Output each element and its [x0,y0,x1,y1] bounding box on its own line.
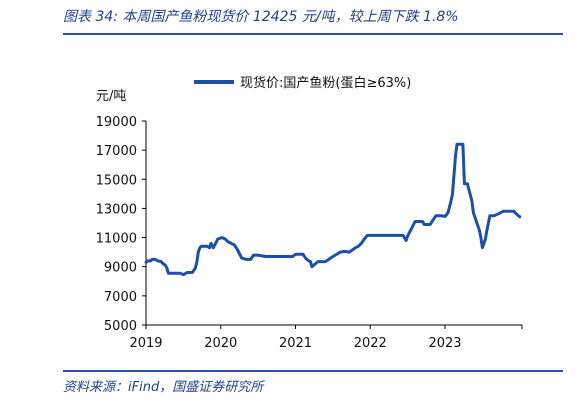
chart-caption: 图表 34: 本周国产鱼粉现货价 12425 元/吨，较上周下跌 1.8% [63,9,459,25]
y-tick-label: 9000 [104,261,137,276]
y-tick-label: 7000 [104,290,137,305]
legend-label: 现货价:国产鱼粉(蛋白≥63%) [240,76,412,91]
y-tick-label: 5000 [104,319,137,334]
y-axis-ticks: 5000 7000 9000 11000 13000 15000 17000 19000 [96,115,146,334]
series-group [144,142,522,277]
y-axis-unit: 元/吨 [96,89,127,104]
y-tick-label: 13000 [96,202,137,217]
legend: 现货价:国产鱼粉(蛋白≥63%) [194,72,411,91]
y-tick-label: 11000 [96,232,137,247]
x-tick-label: 2019 [129,336,162,351]
source-note: 资料来源：iFind，国盛证券研究所 [63,380,264,395]
x-axis-ticks: 2019 2020 2021 2022 2023 [129,325,523,351]
x-tick-label: 2022 [354,336,387,351]
chart-axes [145,121,522,326]
x-tick-label: 2023 [428,336,461,351]
legend-swatch [194,79,234,84]
y-tick-label: 17000 [96,144,137,159]
y-tick-label: 15000 [96,173,137,188]
x-tick-label: 2021 [279,336,312,351]
caption-divider [63,33,563,35]
x-tick-label: 2020 [204,336,237,351]
series-line [144,142,522,277]
y-tick-label: 19000 [96,115,137,130]
source-divider [63,370,563,372]
